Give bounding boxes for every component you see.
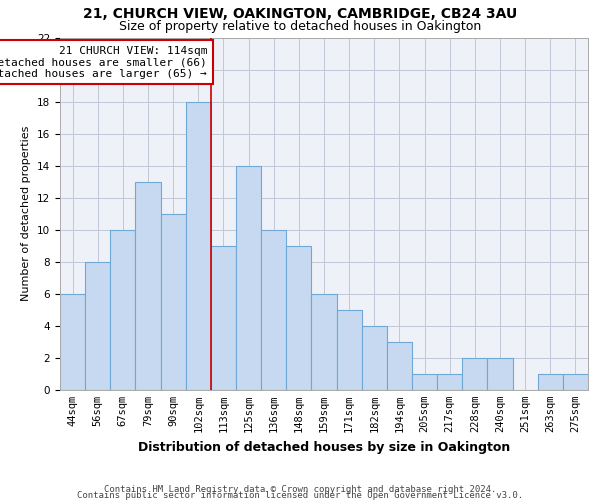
Bar: [538, 374, 563, 390]
Bar: [186, 102, 211, 390]
Bar: [337, 310, 362, 390]
Bar: [110, 230, 136, 390]
Y-axis label: Number of detached properties: Number of detached properties: [22, 126, 31, 302]
Bar: [412, 374, 437, 390]
Bar: [362, 326, 387, 390]
Text: 21, CHURCH VIEW, OAKINGTON, CAMBRIDGE, CB24 3AU: 21, CHURCH VIEW, OAKINGTON, CAMBRIDGE, C…: [83, 8, 517, 22]
Bar: [136, 182, 161, 390]
Bar: [261, 230, 286, 390]
Bar: [85, 262, 110, 390]
X-axis label: Distribution of detached houses by size in Oakington: Distribution of detached houses by size …: [138, 440, 510, 454]
Bar: [462, 358, 487, 390]
Bar: [563, 374, 588, 390]
Text: Contains public sector information licensed under the Open Government Licence v3: Contains public sector information licen…: [77, 491, 523, 500]
Bar: [387, 342, 412, 390]
Bar: [236, 166, 261, 390]
Bar: [487, 358, 512, 390]
Bar: [60, 294, 85, 390]
Bar: [437, 374, 462, 390]
Bar: [311, 294, 337, 390]
Text: 21 CHURCH VIEW: 114sqm
← 50% of detached houses are smaller (66)
50% of semi-det: 21 CHURCH VIEW: 114sqm ← 50% of detached…: [0, 46, 207, 78]
Bar: [211, 246, 236, 390]
Text: Size of property relative to detached houses in Oakington: Size of property relative to detached ho…: [119, 20, 481, 33]
Bar: [161, 214, 186, 390]
Text: Contains HM Land Registry data © Crown copyright and database right 2024.: Contains HM Land Registry data © Crown c…: [104, 485, 496, 494]
Bar: [286, 246, 311, 390]
